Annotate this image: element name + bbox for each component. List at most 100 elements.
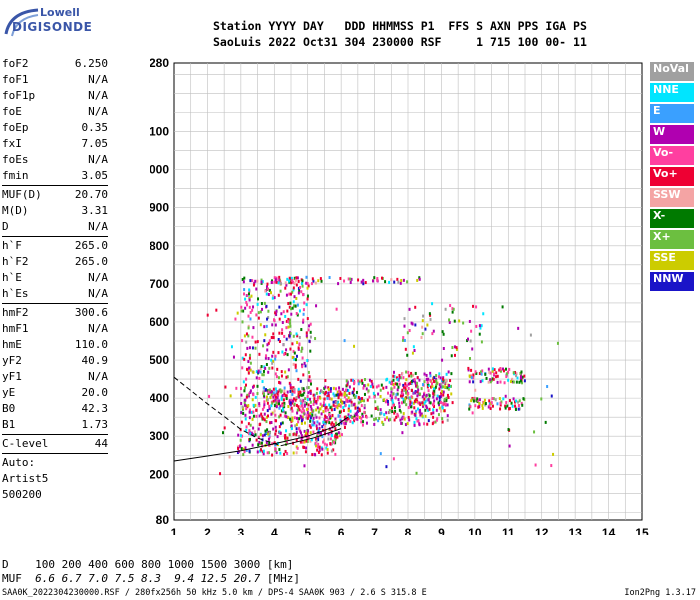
echo-point [515,399,518,403]
echo-point [392,374,395,378]
echo-point [433,404,436,408]
echo-point [292,362,295,366]
echo-point [308,375,311,379]
echo-point [299,408,302,412]
echo-point [443,409,446,413]
echo-point [414,413,417,417]
echo-point [517,407,520,411]
echo-point [420,387,423,391]
echo-point [431,385,434,389]
echo-point [255,370,258,374]
echo-point [316,434,319,438]
echo-point [252,283,255,287]
echo-point [294,363,297,367]
echo-point [409,403,412,407]
echo-point [249,317,252,321]
echo-point [288,292,291,296]
echo-point [488,402,491,406]
echo-point [332,423,335,427]
echo-point [362,386,365,390]
y-tick-label: 1000 [150,163,169,177]
echo-point [520,370,523,374]
echo-point [309,330,312,334]
echo-point [317,428,320,432]
echo-point [243,292,246,296]
echo-point [248,288,251,292]
param-value: N/A [88,153,108,166]
echo-point [447,387,450,391]
echo-point [300,434,303,438]
echo-point [274,311,277,315]
param-label: yE [2,386,16,399]
param-label: D [2,220,9,233]
echo-point [440,382,443,386]
echo-point [274,413,277,417]
echo-point [443,397,446,401]
echo-point [492,372,495,376]
echo-point [392,404,395,408]
echo-point [260,302,263,306]
echo-point [248,346,251,350]
echo-point [469,405,472,409]
echo-point [335,307,338,311]
echo-point [260,448,263,452]
echo-point [330,408,333,412]
param-row-yf1: yF1 N/A [2,369,108,385]
echo-point [375,385,378,389]
echo-point [382,386,385,390]
echo-point [455,347,458,351]
echo-point [256,279,259,283]
echo-point [299,429,302,433]
echo-point [426,323,429,327]
echo-point [413,349,416,353]
echo-point [387,402,390,406]
echo-point [345,379,348,383]
echo-point [280,397,283,401]
echo-point [429,374,432,378]
echo-point [275,451,278,455]
echo-point [423,372,426,376]
echo-point [275,309,278,313]
echo-point [278,275,281,279]
echo-point [444,378,447,382]
param-row-fmin: fmin 3.05 [2,168,108,184]
echo-point [319,391,322,395]
echo-point [299,390,302,394]
echo-point [242,447,245,451]
echo-point [304,400,307,404]
echo-point [427,398,430,402]
echo-point [279,381,282,385]
echo-point [270,389,273,393]
echo-point [309,349,312,353]
echo-point [274,323,277,327]
echo-point [317,438,320,442]
echo-point [419,392,422,396]
x-tick-label: 12 [535,526,549,535]
echo-point [427,408,430,412]
echo-point [251,279,254,283]
echo-point [324,392,327,396]
echo-point [416,385,419,389]
echo-point [311,453,314,457]
echo-point [236,311,239,315]
echo-point [444,402,447,406]
echo-point [360,280,363,284]
echo-point [267,341,270,345]
echo-point [283,389,286,393]
echo-point [285,429,288,433]
echo-point [349,414,352,418]
echo-point [350,277,353,281]
echo-point [240,309,243,313]
echo-point [519,376,522,380]
echo-point [348,415,351,419]
echo-point [388,410,391,414]
echo-point [401,431,404,435]
echo-point [410,401,413,405]
echo-point [300,404,303,408]
echo-point [363,403,366,407]
echo-point [316,387,319,391]
echo-point [306,416,309,420]
echo-point [384,418,387,422]
echo-point [501,367,504,371]
echo-point [329,437,332,441]
